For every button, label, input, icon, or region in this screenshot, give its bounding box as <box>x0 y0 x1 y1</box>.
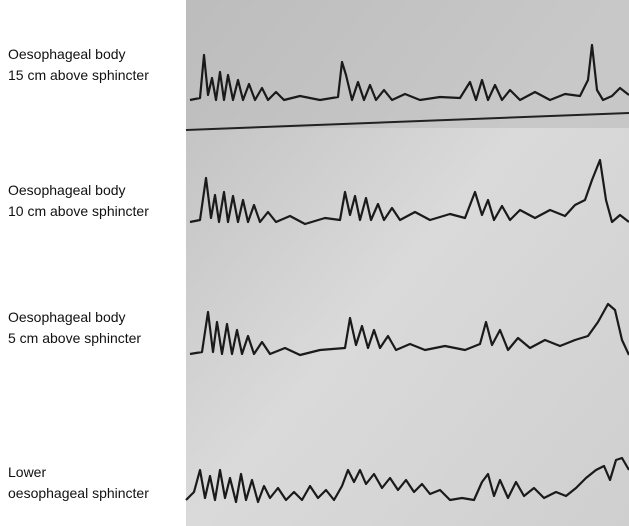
label-line: Lower <box>8 464 47 480</box>
trace-les <box>185 456 629 504</box>
label-line: Oesophageal body <box>8 46 126 62</box>
label-line: Oesophageal body <box>8 309 126 325</box>
label-line: 15 cm above sphincter <box>8 67 149 83</box>
label-line: 10 cm above sphincter <box>8 203 149 219</box>
reference-line <box>185 112 629 131</box>
trace-label: Oesophageal body 15 cm above sphincter <box>8 44 149 86</box>
trace-15cm <box>189 43 629 102</box>
trace-label: Oesophageal body 10 cm above sphincter <box>8 180 149 222</box>
trace-label: Lower oesophageal sphincter <box>8 462 149 504</box>
label-line: Oesophageal body <box>8 182 126 198</box>
label-line: oesophageal sphincter <box>8 485 149 501</box>
trace-10cm <box>189 158 629 226</box>
trace-label: Oesophageal body 5 cm above sphincter <box>8 307 141 349</box>
trace-5cm <box>189 302 629 357</box>
label-line: 5 cm above sphincter <box>8 330 142 346</box>
photo-shade <box>186 0 629 128</box>
